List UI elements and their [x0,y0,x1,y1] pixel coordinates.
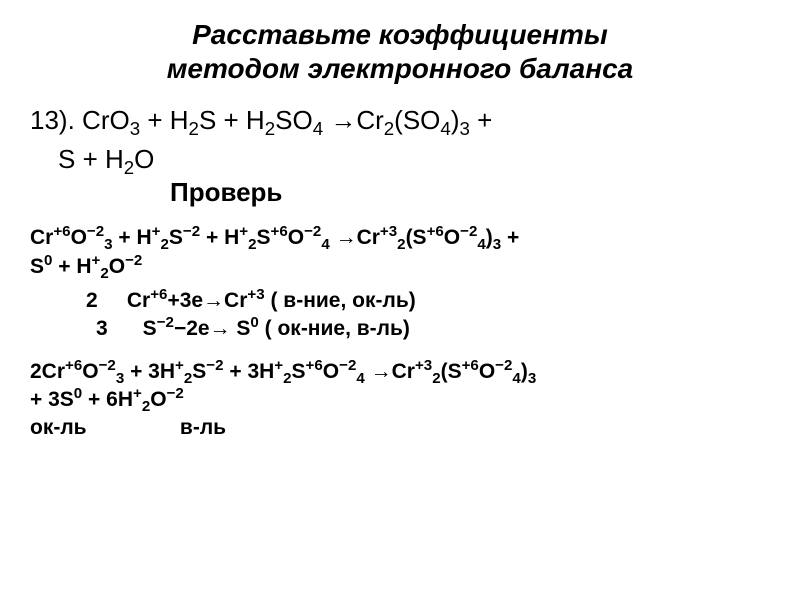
title-line2: методом электронного баланса [167,53,634,84]
slide: Расставьте коэффициенты методом электрон… [0,0,800,600]
problem-number: 13). [30,105,75,135]
problem-eq2: S + H2O [58,144,154,174]
work-line6: + 3S0 + 6H+2O−2 [30,386,770,414]
problem-line2: S + H2O [30,142,770,177]
work-line3: 2 Cr+6+3e→Cr+3 ( в-ние, ок-ль) [30,287,770,315]
check-label: Проверь [170,177,770,208]
work-line4: 3 S−2−2e→ S0 ( ок-ние, в-ль) [30,315,770,343]
work-line1: Cr+6O−23 + H+2S−2 + H+2S+6O−24 →Cr+32(S+… [30,224,770,252]
work-line2: S0 + H+2O−2 [30,253,770,281]
problem-line1: 13). CrO3 + H2S + H2SO4 →Cr2(SO4)3 + [30,103,770,138]
spacer [30,344,770,358]
work-line5: 2Cr+6O−23 + 3H+2S−2 + 3H+2S+6O−24 →Cr+32… [30,358,770,386]
problem-eq1: CrO3 + H2S + H2SO4 →Cr2(SO4)3 + [82,105,492,135]
title-line1: Расставьте коэффициенты [192,19,608,50]
slide-title: Расставьте коэффициенты методом электрон… [30,18,770,85]
work-line7: ок-ль в-ль [30,414,770,442]
